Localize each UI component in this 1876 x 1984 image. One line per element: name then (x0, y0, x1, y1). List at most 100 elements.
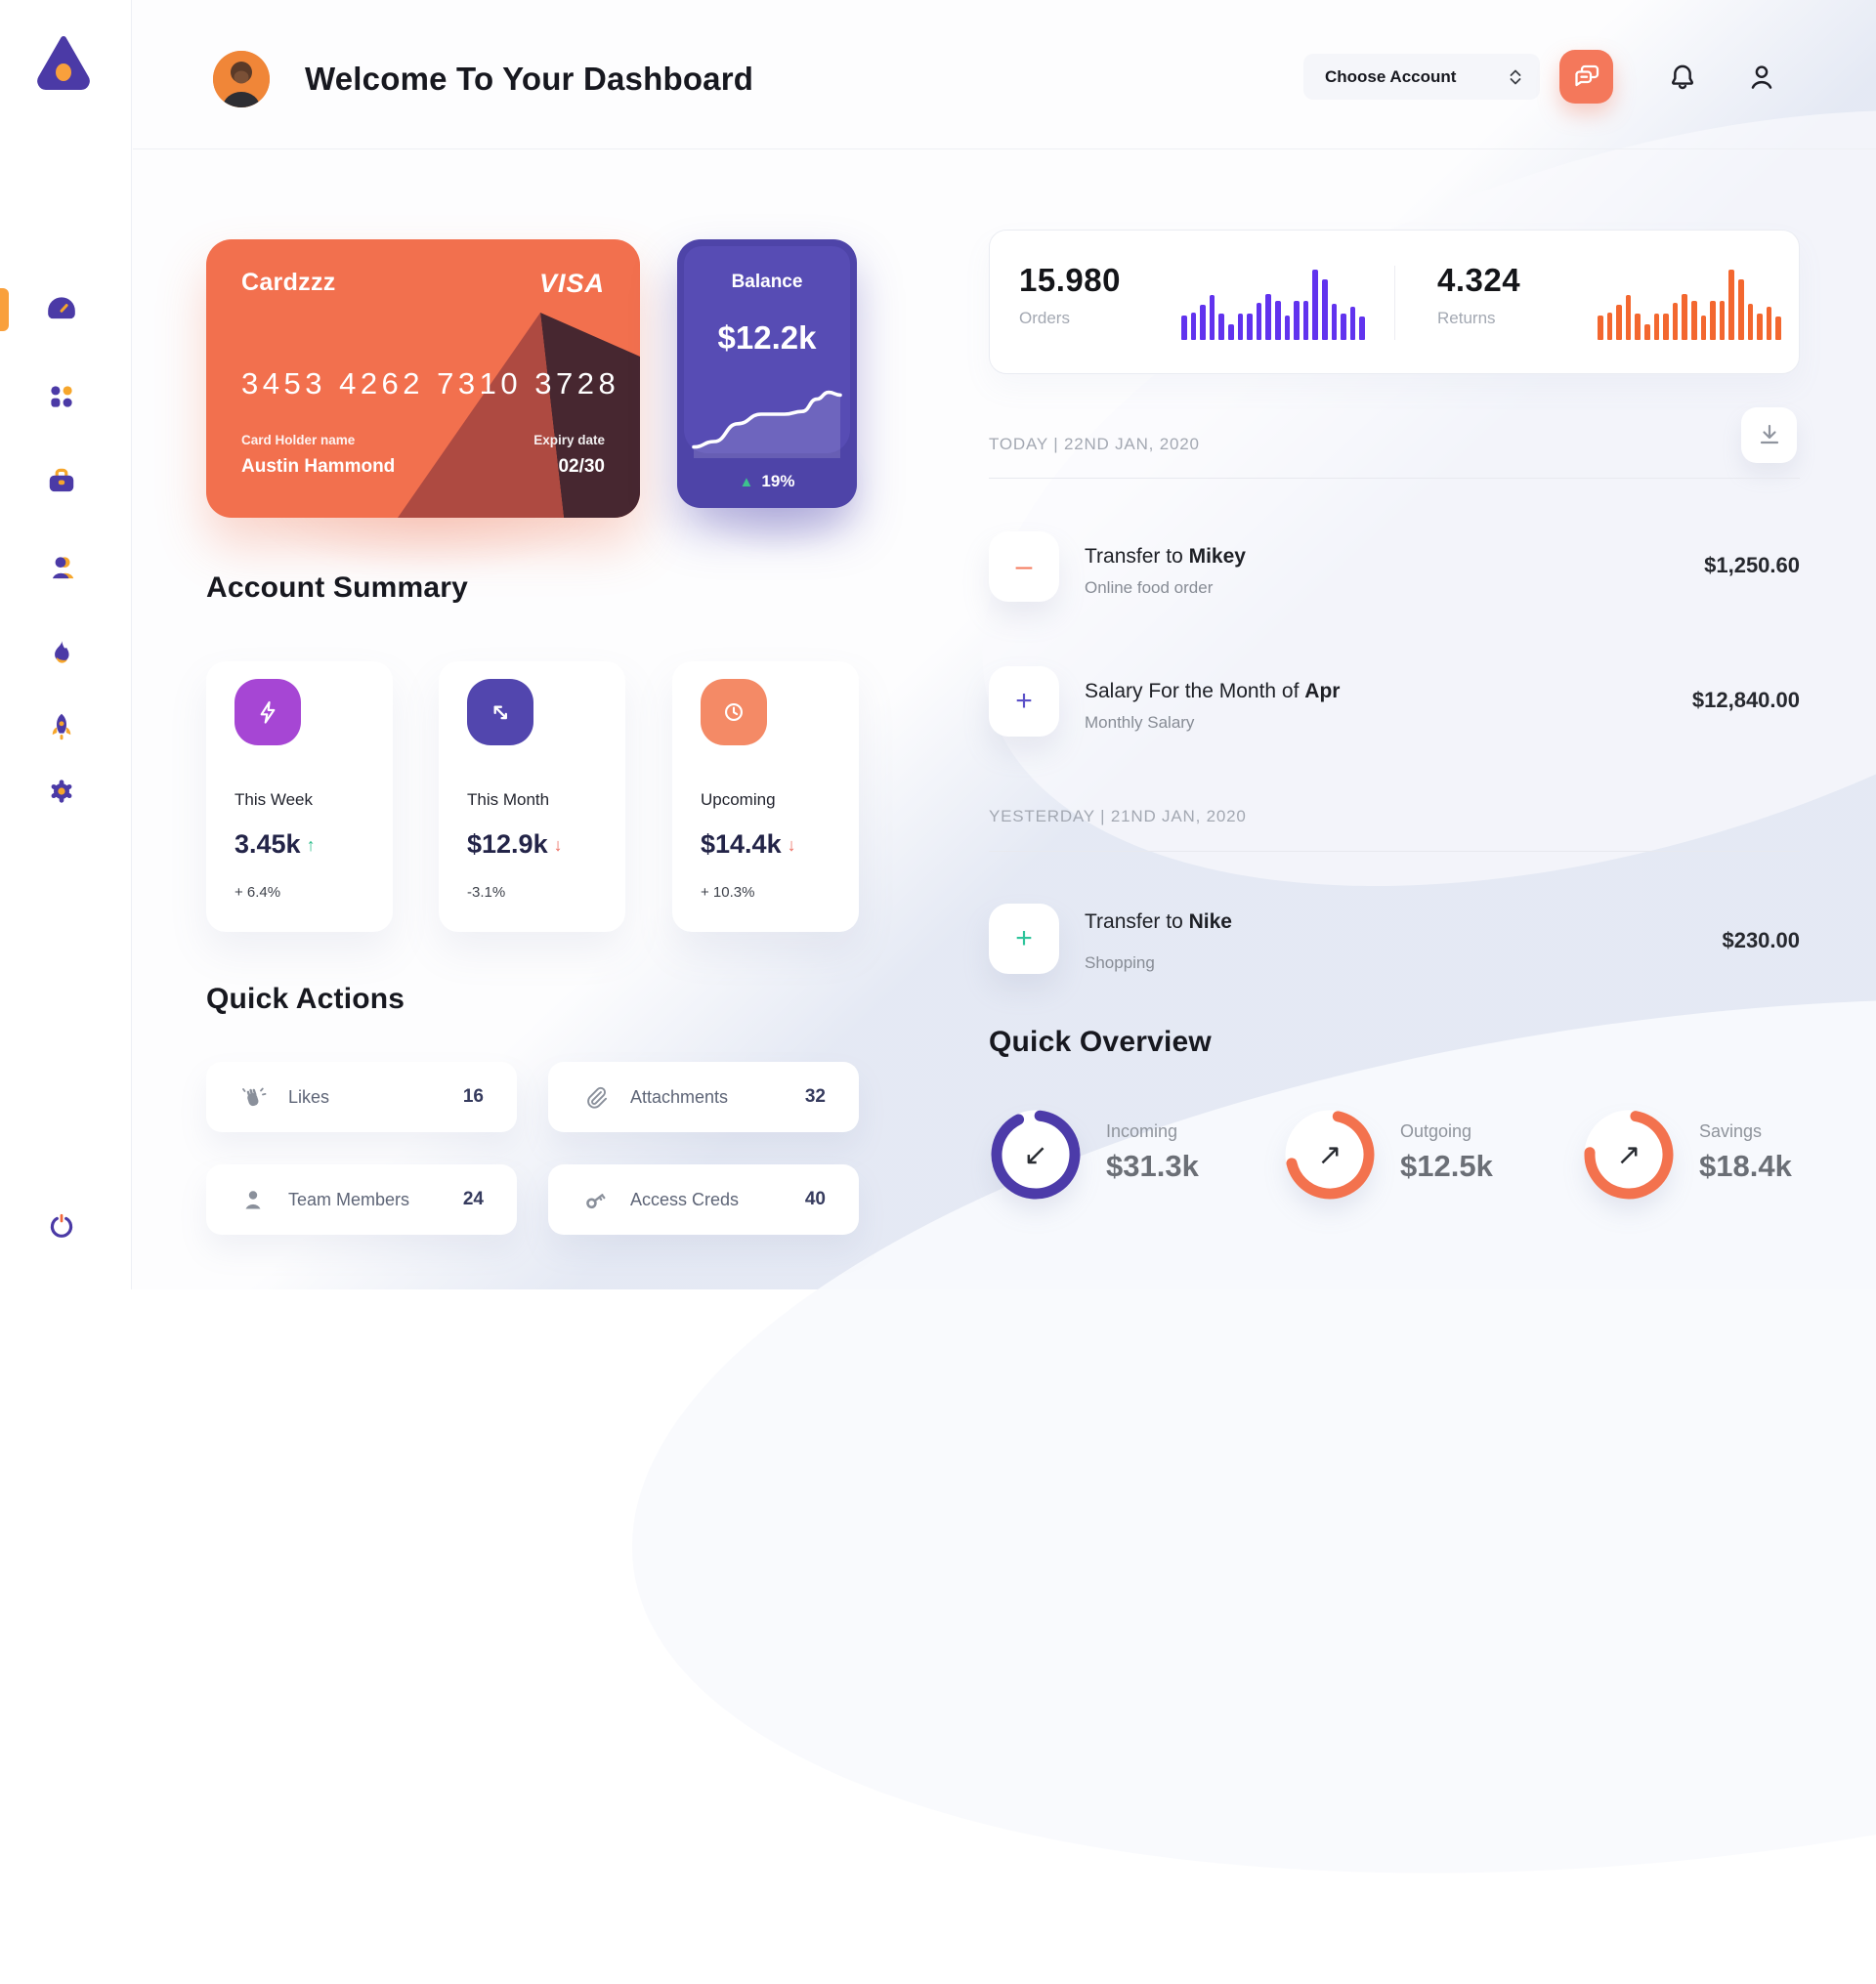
spark-bar (1256, 302, 1262, 340)
sidebar-item-apps[interactable] (38, 373, 85, 420)
sidebar-item-settings[interactable] (38, 768, 85, 815)
plus-icon: + (1015, 922, 1033, 954)
sidebar-item-launch[interactable] (38, 703, 85, 750)
spark-bar (1312, 270, 1318, 340)
notifications-button[interactable] (1662, 57, 1703, 98)
quick-action-label: Attachments (630, 1086, 729, 1107)
summary-delta: + 10.3% (701, 884, 755, 901)
card-expiry: 02/30 (558, 456, 605, 477)
yesterday-divider (989, 851, 1800, 852)
bell-icon (1672, 64, 1693, 90)
spark-bar (1700, 315, 1707, 340)
quick-action-likes[interactable]: Likes 16 (206, 1062, 517, 1132)
header-divider (133, 148, 1876, 149)
transaction-subtitle: Shopping (1085, 953, 1155, 972)
user-avatar[interactable] (213, 51, 270, 107)
card-number: 3453 4262 7310 3728 (241, 366, 620, 401)
quick-action-count: 40 (804, 1189, 826, 1209)
card-name: Cardzzz (241, 269, 336, 296)
trend-down-icon: ↓ (787, 835, 796, 855)
chat-icon (1574, 64, 1599, 86)
bolt-icon-tile (234, 679, 301, 745)
summary-card-this-month[interactable]: This Month $12.9k ↓ -3.1% (439, 661, 625, 932)
transaction-sign-tile: + (989, 904, 1059, 974)
transaction-sign-tile: – (989, 531, 1059, 602)
summary-delta: -3.1% (467, 884, 506, 901)
spark-bar (1227, 323, 1234, 340)
spark-bar (1747, 304, 1754, 340)
transfer-arrows-icon (493, 705, 507, 720)
clock-icon-tile (701, 679, 767, 745)
spark-bar (1200, 305, 1206, 340)
sidebar-item-dashboard[interactable] (38, 285, 85, 332)
overview-value: $31.3k (1106, 1149, 1199, 1183)
spark-bar (1265, 293, 1271, 340)
minus-icon: – (1015, 550, 1033, 582)
returns-label: Returns (1437, 309, 1496, 327)
sidebar-item-team[interactable] (38, 544, 85, 591)
spark-bar (1682, 293, 1687, 340)
page-title: Welcome To Your Dashboard (305, 61, 754, 97)
overview-label: Incoming (1106, 1121, 1178, 1141)
account-summary-title: Account Summary (206, 571, 469, 604)
quick-action-access-creds[interactable]: Access Creds 40 (548, 1164, 859, 1235)
summary-value: $14.4k ↓ (701, 829, 796, 859)
sort-chevrons-icon (1510, 69, 1521, 84)
spark-bar (1719, 301, 1726, 340)
balance-card[interactable]: Balance $12.2k ▲ 19% (677, 239, 857, 508)
spark-bar (1302, 301, 1309, 340)
card-holder-label: Card Holder name (241, 433, 356, 447)
spark-bar (1274, 301, 1281, 340)
spark-bar (1237, 314, 1244, 340)
spark-bar (1359, 316, 1365, 340)
orders-returns-stats-card: 15.980 Orders 4.324 Returns (989, 230, 1800, 374)
summary-value: 3.45k ↑ (234, 829, 316, 859)
plus-icon: + (1015, 685, 1033, 717)
today-divider (989, 478, 1800, 479)
triangle-logo-icon (37, 36, 90, 90)
spark-bar (1625, 295, 1632, 340)
card-holder-name: Austin Hammond (241, 456, 396, 477)
flame-icon (55, 640, 69, 663)
returns-value: 4.324 (1437, 262, 1521, 298)
app-logo[interactable] (32, 31, 95, 94)
spark-bar (1635, 314, 1641, 340)
quick-action-label: Access Creds (630, 1189, 740, 1209)
quick-action-team-members[interactable]: Team Members 24 (206, 1164, 517, 1235)
quick-action-attachments[interactable]: Attachments 32 (548, 1062, 859, 1132)
paperclip-icon (587, 1086, 608, 1109)
background-wave-lower (581, 888, 1876, 1984)
users-icon (52, 557, 74, 579)
logout-button[interactable] (38, 1202, 85, 1248)
spark-bar (1616, 305, 1622, 340)
download-button[interactable] (1741, 407, 1797, 463)
profile-button[interactable] (1741, 57, 1782, 98)
avatar-image (213, 51, 270, 107)
summary-card-upcoming[interactable]: Upcoming $14.4k ↓ + 10.3% (672, 661, 859, 932)
spark-bar (1757, 314, 1763, 340)
overview-outgoing: ↗ Outgoing $12.5k (1283, 1108, 1576, 1205)
balance-change: ▲ 19% (739, 472, 795, 490)
orders-sparkline (1181, 268, 1365, 340)
summary-card-this-week[interactable]: This Week 3.45k ↑ + 6.4% (206, 661, 393, 932)
balance-trend-chart (692, 390, 842, 458)
gear-icon (51, 780, 72, 803)
summary-value: $12.9k ↓ (467, 829, 563, 859)
transaction-subtitle: Monthly Salary (1085, 713, 1195, 732)
credit-card[interactable]: Cardzzz VISA 3453 4262 7310 3728 Card Ho… (206, 239, 640, 518)
transaction-title: Transfer to Mikey (1085, 545, 1246, 568)
spark-bar (1598, 315, 1603, 340)
spark-bar (1663, 314, 1669, 340)
sidebar-item-trending[interactable] (38, 629, 85, 676)
account-selector[interactable]: Choose Account (1303, 54, 1540, 100)
summary-label: Upcoming (701, 790, 776, 809)
summary-delta: + 6.4% (234, 884, 281, 901)
background-wave-upper (885, 0, 1876, 1035)
spark-bar (1653, 314, 1660, 340)
messages-button[interactable] (1559, 50, 1613, 104)
transaction-amount: $230.00 (1722, 928, 1800, 952)
transaction-title: Transfer to Nike (1085, 910, 1232, 933)
visa-logo: VISA (538, 269, 605, 298)
sidebar-item-work[interactable] (38, 457, 85, 504)
spark-bar (1349, 306, 1356, 340)
